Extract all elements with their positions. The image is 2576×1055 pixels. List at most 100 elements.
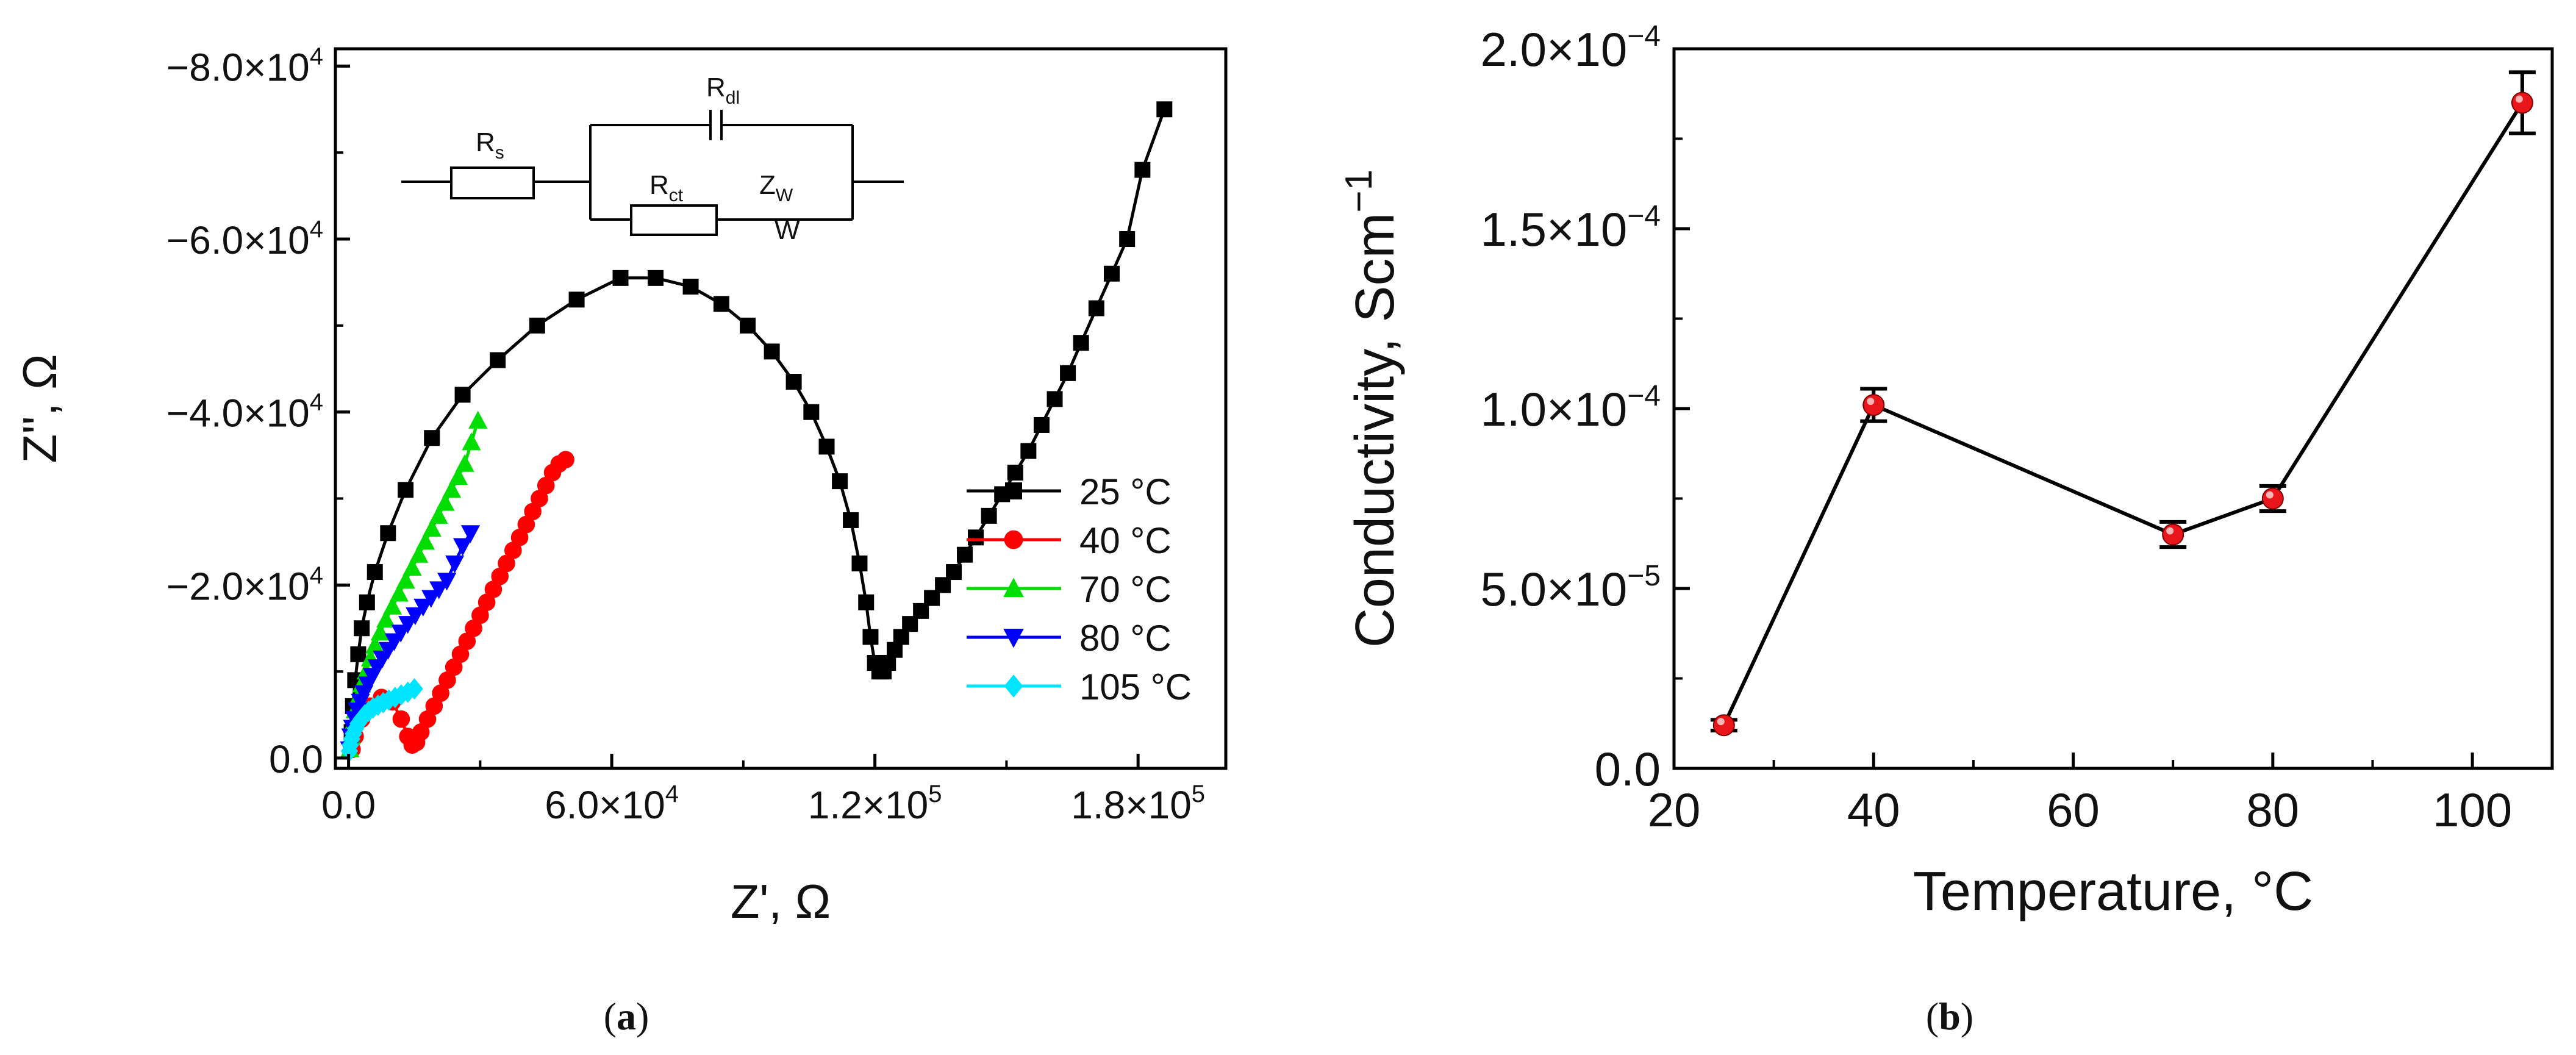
legend-marker xyxy=(1003,629,1024,648)
data-point xyxy=(425,697,443,715)
data-point xyxy=(370,623,390,641)
y-tick-label: −8.0×104 xyxy=(166,43,323,89)
panel-a-xlabel: Z', Ω xyxy=(731,874,831,928)
data-point xyxy=(858,594,875,610)
data-point xyxy=(1119,231,1136,248)
x-tick-label: 6.0×104 xyxy=(545,781,679,827)
caption-paren-close: ) xyxy=(636,995,649,1038)
panel-b-chart: 20 40 60 80 100 0.0 5.0×10−5 1.0×10−4 1.5×10−4 2.… xyxy=(1338,20,2554,1038)
data-point xyxy=(406,678,423,700)
x-tick-label: 1.2×105 xyxy=(808,781,942,827)
data-point xyxy=(682,279,699,295)
data-point xyxy=(2162,523,2184,546)
data-point-group xyxy=(1710,714,1737,737)
data-point xyxy=(1060,365,1076,381)
data-point xyxy=(843,512,859,528)
legend-label: 105 °C xyxy=(1079,667,1192,707)
x-tick-label: 0.0 xyxy=(321,783,376,827)
panel-a-ylabel: Z'', Ω xyxy=(13,354,66,463)
data-point xyxy=(455,454,474,472)
data-point xyxy=(398,616,418,634)
caption-letter: a xyxy=(617,995,636,1038)
circuit-label-rs: Rs xyxy=(476,127,504,163)
caption-paren-open: ( xyxy=(1926,995,1939,1038)
data-point xyxy=(396,570,415,589)
x-tick-label: 40 xyxy=(1847,783,1900,837)
data-point xyxy=(458,632,476,650)
panel-a-caption: (a) xyxy=(604,995,649,1038)
x-tick-label: 80 xyxy=(2246,783,2299,837)
panel-a-legend: 25 °C 40 °C 70 °C 80 °C 105 °C xyxy=(967,471,1192,707)
data-point xyxy=(429,506,448,524)
data-point xyxy=(862,629,879,645)
data-point-group xyxy=(2508,70,2536,135)
panel-b-series-layer xyxy=(1710,70,2536,737)
y-tick-label: −6.0×104 xyxy=(166,216,323,262)
data-point xyxy=(478,593,496,611)
data-point xyxy=(432,684,449,702)
data-point xyxy=(448,467,468,485)
data-point xyxy=(1712,714,1735,737)
data-point-highlight xyxy=(2266,491,2274,499)
caption-paren-close: ) xyxy=(1961,995,1973,1038)
data-point xyxy=(429,581,449,599)
data-point xyxy=(529,317,545,334)
data-point xyxy=(398,482,414,498)
data-point xyxy=(402,557,422,576)
data-point xyxy=(803,404,820,420)
y-tick-label: 1.0×10−4 xyxy=(1481,380,1661,436)
data-point xyxy=(1073,335,1089,351)
data-point xyxy=(365,635,385,654)
x-tick-label: 60 xyxy=(2047,783,2100,837)
data-point xyxy=(957,546,973,563)
data-point xyxy=(445,658,463,676)
circuit-labels: Rs Rdl Rct ZW W xyxy=(476,73,800,245)
circuit-label-rct: Rct xyxy=(649,170,684,206)
data-point xyxy=(2261,487,2284,510)
legend-marker xyxy=(1003,578,1024,597)
data-point xyxy=(764,343,780,360)
x-tick-label: 100 xyxy=(2433,783,2512,837)
panel-b-axis-ticks: 20 40 60 80 100 0.0 5.0×10−5 1.0×10−4 1.5×10−4 2.… xyxy=(1481,20,2513,837)
data-point xyxy=(818,438,835,455)
data-point xyxy=(946,564,962,581)
panel-a-axis-ticks: 0.0 6.0×104 1.2×105 1.8×105 0.0 −2.0×104 −4.0×… xyxy=(166,43,1205,827)
data-point xyxy=(1088,300,1104,316)
y-tick-label: −2.0×104 xyxy=(166,562,323,608)
data-point xyxy=(1007,464,1023,481)
data-point xyxy=(1046,391,1063,407)
data-point xyxy=(648,270,664,286)
panel-a-series-layer xyxy=(340,101,1173,762)
data-point-highlight xyxy=(1717,718,1725,726)
data-point xyxy=(421,590,441,608)
data-point xyxy=(740,317,756,334)
data-point-group xyxy=(2159,520,2187,549)
panel-a-plot-frame xyxy=(334,47,1228,770)
data-point-highlight xyxy=(1867,398,1875,406)
data-point xyxy=(435,493,455,511)
legend-marker xyxy=(1004,674,1023,698)
panel-b-ylabel: Conductivity, Scm−1 xyxy=(1338,170,1406,648)
circuit-label-zw: ZW xyxy=(759,170,793,206)
data-point xyxy=(1134,162,1151,178)
data-point xyxy=(438,671,456,689)
data-point-group xyxy=(1860,387,1887,423)
legend-label: 80 °C xyxy=(1079,618,1172,659)
data-point xyxy=(460,525,481,543)
data-point xyxy=(1033,417,1050,433)
data-point xyxy=(2511,91,2533,114)
equivalent-circuit-inset xyxy=(401,110,904,236)
data-point xyxy=(418,710,437,728)
data-point xyxy=(389,584,409,602)
data-point xyxy=(981,507,997,524)
data-point xyxy=(498,554,515,573)
data-point xyxy=(453,538,473,556)
data-point xyxy=(451,645,470,663)
data-point xyxy=(445,555,465,574)
data-point xyxy=(367,564,383,581)
panel-b-caption: (b) xyxy=(1926,995,1973,1038)
data-point-highlight xyxy=(2515,95,2523,103)
data-point-highlight xyxy=(2166,527,2174,535)
data-point xyxy=(832,473,848,490)
